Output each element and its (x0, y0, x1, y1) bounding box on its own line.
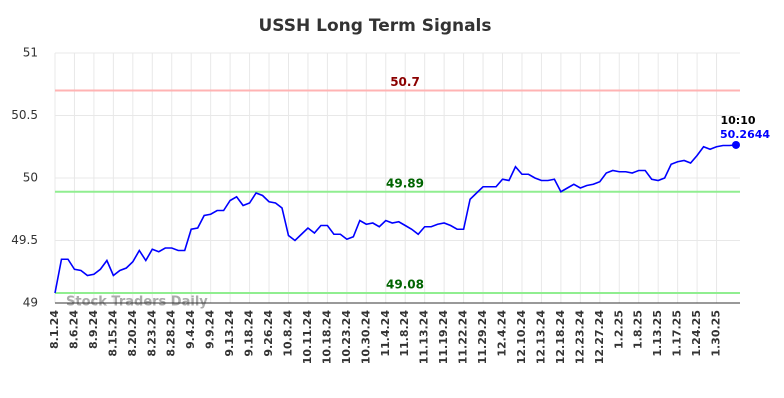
x-tick-label: 1.17.25 (671, 310, 684, 357)
price-line (54, 144, 737, 294)
x-tick-label: 12.27.24 (593, 310, 606, 365)
x-tick-label: 10.8.24 (281, 310, 294, 357)
x-tick-label: 1.2.25 (612, 310, 625, 349)
x-tick-label: 8.1.24 (48, 310, 61, 349)
chart-title: USSH Long Term Signals (258, 16, 491, 36)
x-tick-label: 12.13.24 (534, 310, 547, 365)
x-tick-label: 12.23.24 (573, 310, 586, 365)
x-tick-label: 8.20.24 (126, 310, 139, 357)
x-tick-label: 11.4.24 (379, 310, 392, 357)
x-tick-label: 8.6.24 (67, 310, 80, 349)
x-tick-label: 11.19.24 (437, 310, 450, 365)
x-tick-label: 9.18.24 (243, 310, 256, 357)
x-tick-label: 9.9.24 (204, 310, 217, 349)
x-tick-label: 10.11.24 (301, 310, 314, 365)
last-point (732, 140, 740, 149)
x-tick-label: 10.23.24 (340, 310, 353, 365)
x-tick-label: 9.4.24 (184, 310, 197, 349)
x-tick-label: 11.29.24 (476, 310, 489, 365)
x-tick-label: 11.8.24 (398, 310, 411, 357)
x-tick-label: 11.22.24 (457, 310, 470, 365)
x-tick-label: 1.24.25 (690, 310, 703, 357)
y-tick-label: 49.5 (11, 233, 38, 247)
x-tick-label: 1.8.25 (632, 310, 645, 349)
signal-label: 49.89 (386, 176, 424, 190)
signal-label: 49.08 (386, 278, 424, 292)
x-tick-label: 12.18.24 (554, 310, 567, 365)
y-tick-label: 49 (23, 296, 38, 310)
last-time: 10:10 (720, 114, 755, 127)
x-tick-label: 12.4.24 (496, 310, 509, 357)
y-tick-label: 50.5 (11, 108, 38, 122)
y-tick-label: 50 (23, 171, 38, 185)
x-tick-label: 10.30.24 (359, 310, 372, 365)
x-tick-label: 1.30.25 (710, 310, 723, 357)
x-tick-label: 9.13.24 (223, 310, 236, 357)
x-tick-label: 9.26.24 (262, 310, 275, 357)
last-value: 50.2644 (720, 128, 770, 141)
x-tick-label: 12.10.24 (515, 310, 528, 365)
x-tick-label: 8.15.24 (106, 310, 119, 357)
x-tick-label: 8.28.24 (165, 310, 178, 357)
y-tick-label: 51 (23, 46, 38, 60)
x-tick-label: 8.9.24 (87, 310, 100, 349)
x-tick-label: 11.13.24 (418, 310, 431, 365)
signal-label: 50.7 (390, 75, 420, 89)
watermark: Stock Traders Daily (66, 295, 208, 310)
x-tick-label: 1.13.25 (651, 310, 664, 357)
x-tick-label: 8.23.24 (145, 310, 158, 357)
x-tick-label: 10.18.24 (320, 310, 333, 365)
